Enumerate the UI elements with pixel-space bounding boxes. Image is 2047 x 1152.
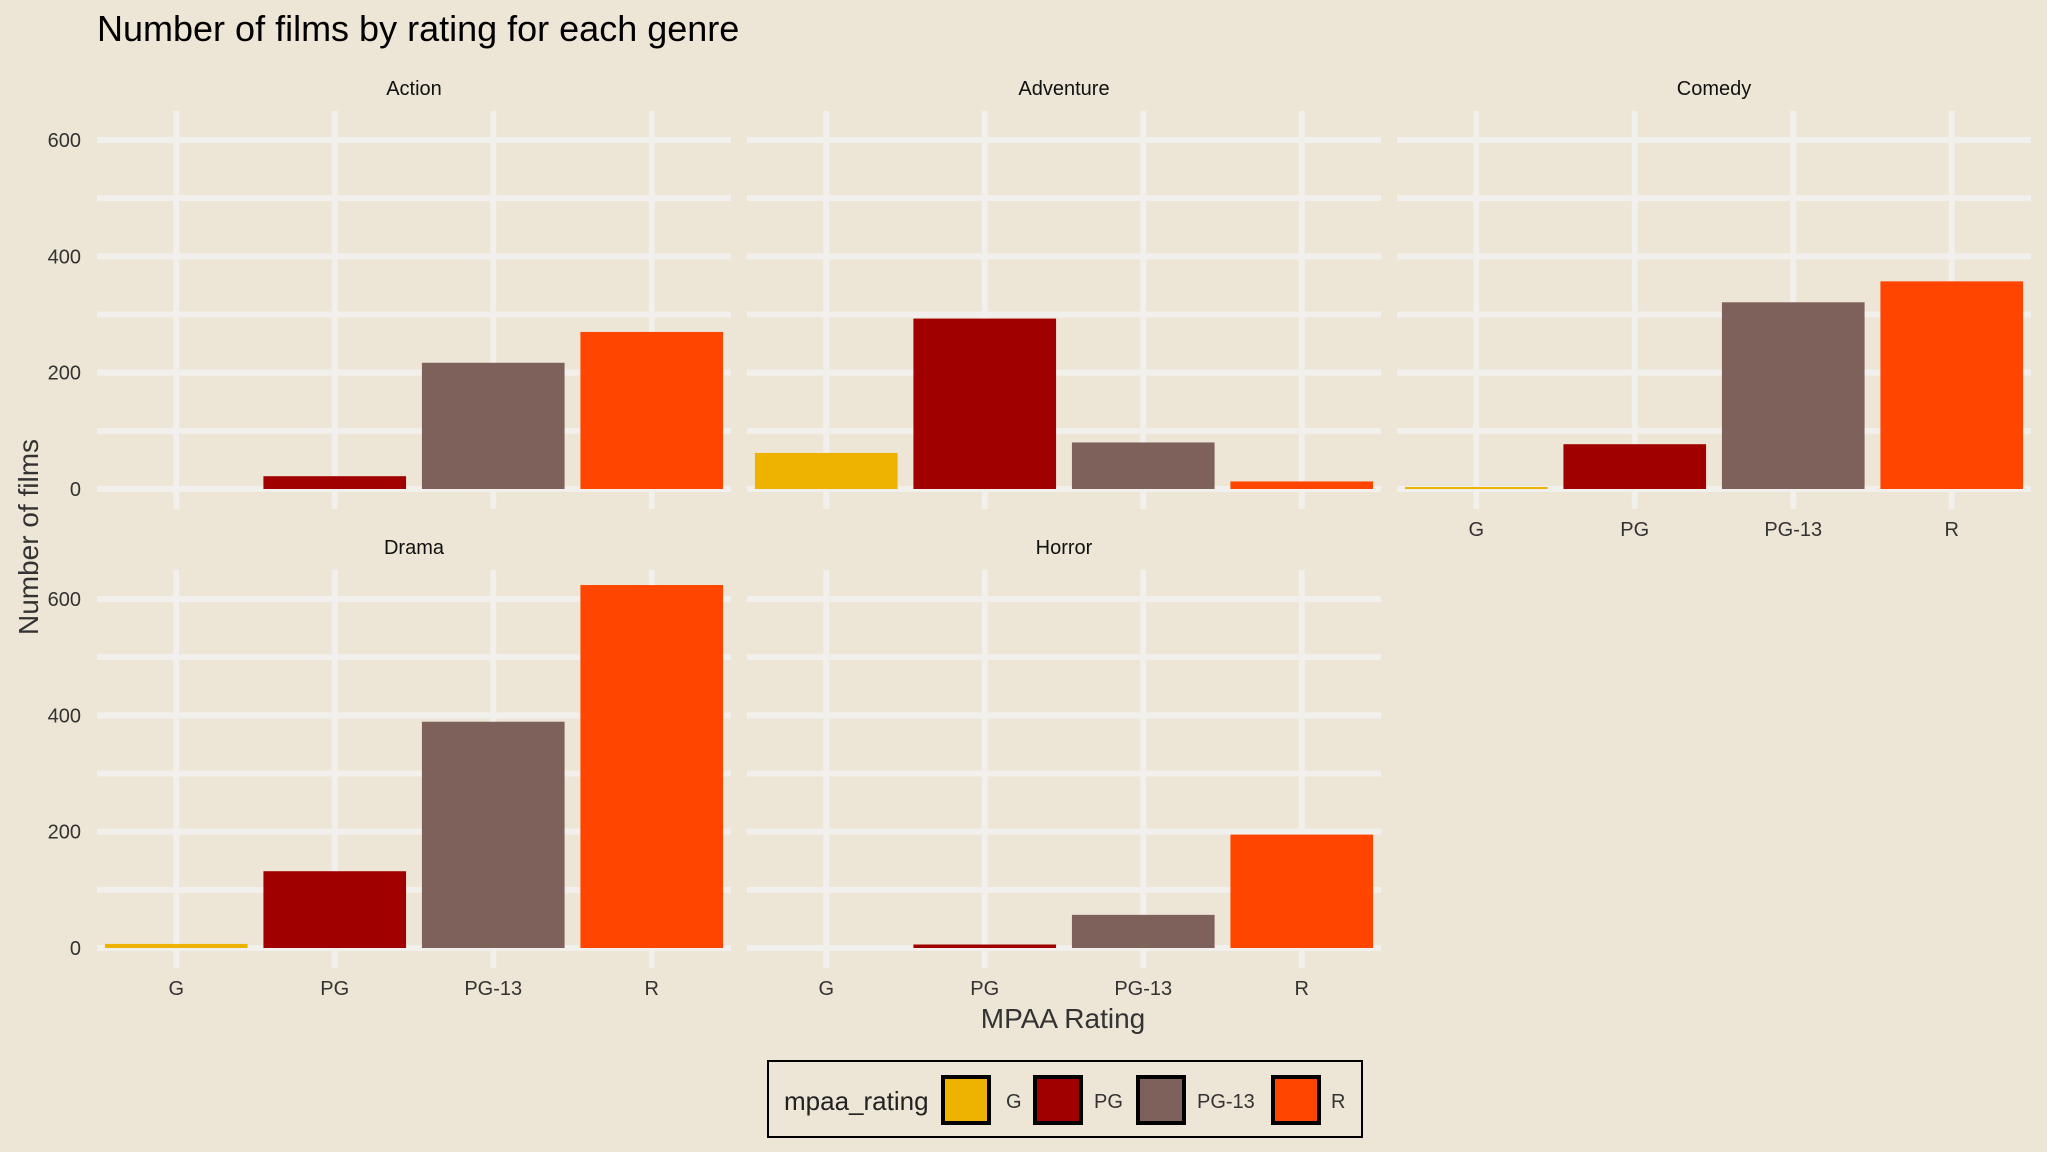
y-tick-label: 600 [48,130,81,152]
x-tick-label: G [818,978,834,1000]
bar-horror-pg-13 [1071,914,1215,948]
y-tick-label: 400 [48,705,81,727]
y-tick-label: 200 [48,822,81,844]
bar-adventure-pg-13 [1071,442,1215,489]
panel-title: Action [386,78,442,100]
bar-adventure-r [1230,481,1374,489]
y-tick-label: 600 [48,589,81,611]
bar-drama-pg [263,871,407,948]
bar-action-r [580,331,724,489]
panel-drama: Drama 0 200 400 600 G PG PG-13 R [48,537,731,1000]
x-tick-label: R [1945,519,1959,541]
panel-horror: Horror G PG PG-13 R [747,537,1381,1000]
legend-label-pg-13: PG-13 [1197,1091,1255,1113]
panel-title: Adventure [1018,78,1109,100]
bar-drama-pg-13 [421,721,565,948]
legend-key-r [1271,1075,1321,1125]
bar-drama-r [580,585,724,948]
legend-label-g: G [1006,1091,1022,1113]
legend-label-pg: PG [1094,1091,1123,1113]
bar-comedy-r [1880,281,2024,489]
bar-action-pg [263,476,407,489]
x-tick-label: PG-13 [464,978,522,1000]
bar-drama-g [104,943,248,948]
panels-layer: Action 0 200 400 600 Adventure Comedy G PG PG-13 R… [48,78,2031,1000]
panel-action: Action 0 200 400 600 [48,78,731,509]
y-tick-label: 200 [48,363,81,385]
y-tick-label: 400 [48,246,81,268]
bar-comedy-pg [1563,444,1707,489]
y-tick-label: 0 [70,479,81,501]
y-axis-title: Number of films [13,439,44,635]
x-tick-label: G [168,978,184,1000]
x-tick-label: R [645,978,659,1000]
x-tick-label: PG [320,978,349,1000]
x-tick-label: PG-13 [1764,519,1822,541]
x-tick-label: G [1468,519,1484,541]
bar-adventure-g [754,452,898,489]
bar-action-pg-13 [421,362,565,489]
legend-key-pg [1033,1075,1083,1125]
legend-key-pg-13 [1136,1075,1186,1125]
x-tick-label: PG-13 [1114,978,1172,1000]
chart-title: Number of films by rating for each genre [97,8,739,49]
panel-title: Comedy [1677,78,1751,100]
bar-comedy-pg-13 [1721,302,1865,489]
x-tick-label: PG [970,978,999,1000]
panel-adventure: Adventure [747,78,1381,509]
panel-comedy: Comedy G PG PG-13 R [1397,78,2031,541]
legend: mpaa_rating G PG PG-13 R [767,1060,1363,1138]
legend-label-r: R [1331,1091,1345,1113]
legend-key-g [941,1075,991,1125]
bar-comedy-g [1404,487,1548,489]
legend-box [767,1060,1363,1138]
x-tick-label: R [1295,978,1309,1000]
bar-horror-r [1230,834,1374,948]
panel-title: Drama [384,537,445,559]
y-tick-label: 0 [70,938,81,960]
x-axis-title: MPAA Rating [981,1003,1145,1034]
panel-title: Horror [1036,537,1093,559]
bar-horror-pg [913,944,1057,948]
x-tick-label: PG [1620,519,1649,541]
bar-adventure-pg [913,318,1057,489]
legend-title: mpaa_rating [784,1086,929,1116]
